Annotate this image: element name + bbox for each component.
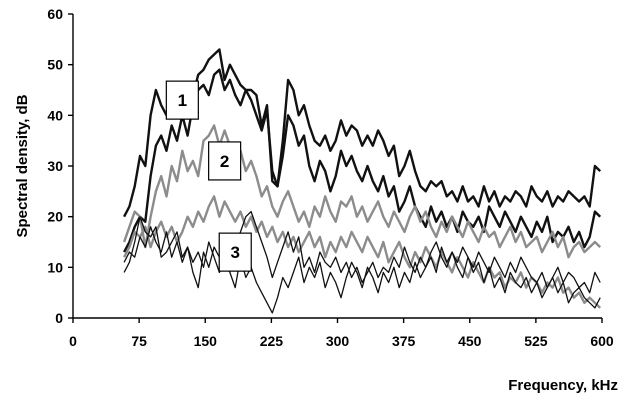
x-tick-label: 450 [458,333,482,349]
annotation-box-1: 1 [165,80,199,120]
x-tick-label: 600 [590,333,614,349]
y-tick-label: 20 [47,209,63,225]
y-tick-label: 30 [47,158,63,174]
x-tick-label: 75 [131,333,147,349]
x-axis-title: Frequency, kHz [508,377,618,394]
x-tick-label: 225 [260,333,284,349]
y-tick-label: 0 [55,310,63,326]
x-tick-label: 300 [326,333,350,349]
series-layer [122,48,602,314]
y-tick-label: 50 [47,57,63,73]
series-line-1 [123,48,602,218]
y-tick-label: 40 [47,107,63,123]
series-line-2 [123,68,602,253]
annotation-box-3: 3 [218,232,252,272]
annotation-frame [165,80,199,120]
annotation-box-2: 2 [208,141,242,181]
series-line-5 [123,210,601,294]
x-tick-label: 525 [524,333,548,349]
annotation-frame [208,141,242,181]
y-tick-label: 60 [47,6,63,22]
annotation-label: 3 [230,243,239,262]
x-tick-label: 150 [194,333,218,349]
series-line-6 [123,226,601,314]
annotation-label: 1 [178,91,187,110]
y-tick-label: 10 [47,259,63,275]
series-line-4 [123,195,602,309]
series-line-3 [122,124,602,259]
y-axis-title: Spectral density, dB [14,94,31,237]
annotations: 1 2 3 [165,80,252,272]
annotation-label: 2 [220,152,229,171]
annotation-frame [218,232,252,272]
x-tick-label: 0 [69,333,77,349]
x-tick-label: 375 [392,333,416,349]
